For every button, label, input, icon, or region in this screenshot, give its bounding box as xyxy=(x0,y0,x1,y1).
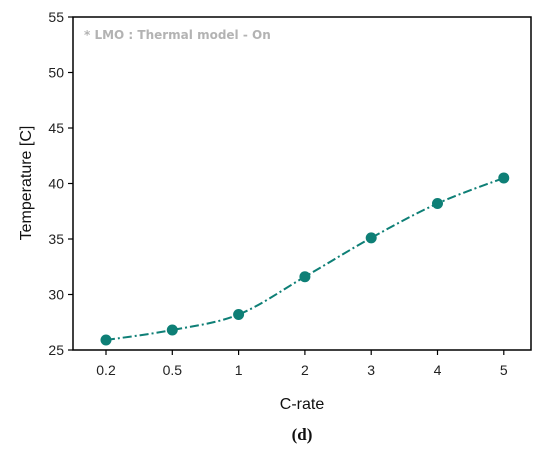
y-tick-label: 35 xyxy=(48,231,64,247)
y-tick-label: 50 xyxy=(48,65,64,81)
y-tick-label: 25 xyxy=(48,342,64,358)
x-axis-label: C-rate xyxy=(280,396,325,413)
data-point xyxy=(233,308,245,320)
series-points xyxy=(100,172,510,346)
y-axis-label: Temperature [C] xyxy=(18,126,35,241)
x-axis-ticks: 0.2 0.5 1 2 3 4 5 xyxy=(96,350,508,378)
y-tick-label: 40 xyxy=(48,176,64,192)
data-point xyxy=(365,232,377,244)
data-point xyxy=(100,334,112,346)
x-tick-label: 2 xyxy=(301,362,309,378)
x-tick-label: 0.5 xyxy=(163,362,183,378)
panel-label: (d) xyxy=(292,425,313,444)
x-tick-label: 3 xyxy=(367,362,375,378)
x-tick-label: 4 xyxy=(434,362,442,378)
y-axis-ticks: 25 30 35 40 45 50 55 xyxy=(48,9,73,358)
data-point xyxy=(299,271,311,283)
y-tick-label: 55 xyxy=(48,9,64,25)
y-tick-label: 45 xyxy=(48,120,64,136)
plot-area-frame xyxy=(72,16,532,351)
x-tick-label: 0.2 xyxy=(96,362,116,378)
chart-annotation: * LMO : Thermal model - On xyxy=(84,28,271,42)
data-point xyxy=(432,197,443,209)
series-line xyxy=(105,177,505,341)
x-tick-label: 1 xyxy=(235,362,243,378)
data-point xyxy=(498,172,510,184)
x-tick-label: 5 xyxy=(500,362,508,378)
data-point xyxy=(166,324,178,336)
y-tick-label: 30 xyxy=(48,287,64,303)
